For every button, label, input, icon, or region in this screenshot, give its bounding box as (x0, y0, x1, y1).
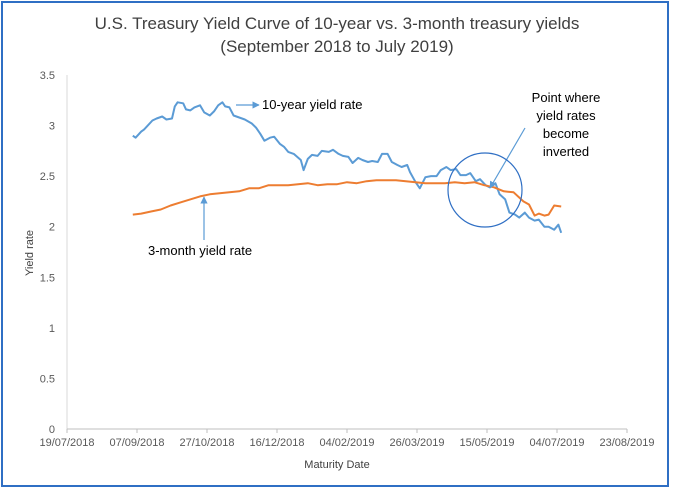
inversion-label-line: inverted (542, 144, 590, 159)
x-tick-label: 19/07/2018 (39, 437, 94, 449)
ten-year-label: 10-year yield rate (262, 97, 363, 112)
y-tick-label: 3 (49, 121, 55, 133)
inversion-label-line: Point where (531, 90, 601, 105)
inversion-arrow (489, 127, 526, 189)
y-tick-label: 1 (49, 323, 55, 335)
y-tick-label: 3.5 (40, 70, 55, 82)
series-line-three-month (132, 179, 562, 217)
y-tick-label: 0 (49, 424, 55, 436)
y-axis-title: Yield rate (24, 229, 36, 277)
y-tick-label: 2 (49, 222, 55, 234)
chart-title: U.S. Treasury Yield Curve of 10-year vs.… (94, 14, 580, 33)
series-line-ten-year (132, 101, 563, 234)
y-tick-label: 0.5 (40, 373, 55, 385)
chart-subtitle: (September 2018 to July 2019) (220, 37, 454, 56)
x-axis-title: Maturity Date (304, 459, 370, 471)
inversion-circle (447, 152, 523, 228)
x-tick-label: 27/10/2018 (179, 437, 234, 449)
x-tick-label: 07/09/2018 (109, 437, 164, 449)
x-tick-label: 23/08/2019 (599, 437, 654, 449)
inversion-label-line: become (542, 126, 590, 141)
chart-frame (1, 1, 669, 487)
x-tick-label: 15/05/2019 (459, 437, 514, 449)
y-tick-label: 2.5 (40, 171, 55, 183)
y-tick-label: 1.5 (40, 272, 55, 284)
x-tick-label: 04/07/2019 (529, 437, 584, 449)
x-tick-label: 04/02/2019 (319, 437, 374, 449)
inversion-label-line: yield rates (536, 108, 596, 123)
x-tick-label: 26/03/2019 (389, 437, 444, 449)
inversion-label: Point where yield rates become inverted (518, 89, 614, 161)
three-month-label: 3-month yield rate (148, 243, 253, 258)
x-tick-label: 16/12/2018 (249, 437, 304, 449)
